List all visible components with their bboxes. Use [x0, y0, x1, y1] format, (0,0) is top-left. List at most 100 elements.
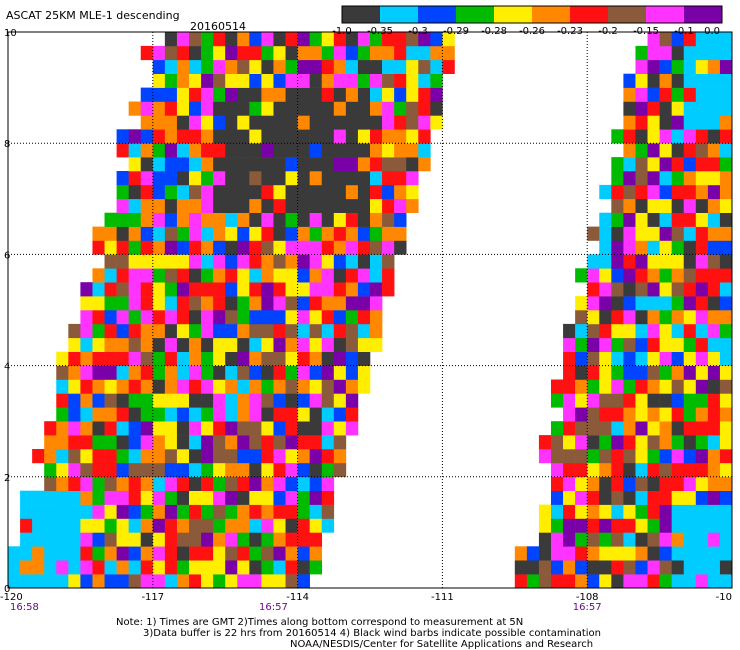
swath-cell: [56, 546, 69, 561]
y-tick-label: 0: [4, 584, 10, 595]
swath-cell: [201, 407, 214, 422]
swath-cell: [671, 546, 685, 561]
swath-cell: [261, 518, 274, 533]
swath-cell: [297, 212, 310, 227]
swath-cell: [635, 143, 648, 158]
swath-cell: [201, 73, 214, 88]
swath-cell: [237, 282, 250, 297]
swath-cell: [128, 532, 142, 547]
swath-cell: [189, 435, 202, 450]
swath-cell: [599, 504, 612, 519]
swath-cell: [225, 310, 238, 325]
swath-cell: [128, 143, 142, 158]
swath-cell: [587, 351, 600, 366]
swath-cell: [249, 574, 262, 589]
swath-cell: [201, 351, 214, 366]
swath-cell: [587, 560, 600, 575]
swath-cell: [719, 393, 733, 408]
swath-cell: [128, 282, 142, 297]
swath-cell: [551, 462, 564, 478]
swath-cell: [418, 129, 431, 144]
swath-cell: [575, 435, 588, 450]
swath-cell: [538, 532, 552, 547]
swath-cell: [68, 504, 81, 519]
swath-cell: [249, 212, 262, 227]
swath-cell: [176, 296, 190, 311]
swath-cell: [623, 323, 636, 339]
swath-cell: [8, 560, 21, 575]
swath-cell: [309, 546, 323, 561]
swath-cell: [164, 254, 178, 269]
swath-cell: [273, 518, 286, 533]
swath-cell: [659, 462, 672, 478]
swath-cell: [719, 476, 733, 491]
swath-cell: [382, 226, 395, 241]
swath-cell: [538, 449, 552, 464]
swath-cell: [635, 574, 648, 589]
swath-cell: [599, 365, 612, 380]
swath-cell: [201, 212, 214, 227]
swath-cell: [249, 546, 262, 561]
swath-cell: [659, 546, 672, 561]
swath-cell: [406, 115, 419, 130]
swath-cell: [309, 32, 323, 47]
swath-cell: [321, 129, 335, 144]
swath-cell: [261, 296, 274, 311]
swath-cell: [333, 323, 347, 339]
swath-cell: [104, 212, 117, 227]
swath-cell: [659, 157, 672, 172]
swath-cell: [261, 323, 274, 339]
swath-cell: [104, 365, 117, 380]
swath-cell: [176, 490, 190, 505]
swath-cell: [189, 282, 202, 297]
swath-cell: [140, 560, 154, 575]
swath-cell: [176, 546, 190, 561]
swath-cell: [647, 407, 660, 422]
swath-cell: [623, 560, 636, 575]
swath-cell: [526, 546, 540, 561]
swath-cell: [249, 504, 262, 519]
swath-cell: [273, 240, 286, 255]
swath-cell: [297, 462, 310, 478]
swath-cell: [563, 435, 576, 450]
swath-cell: [357, 212, 371, 227]
swath-cell: [297, 157, 310, 172]
swath-cell: [345, 171, 359, 186]
swath-cell: [575, 462, 588, 478]
swath-cell: [719, 323, 733, 339]
swath-cell: [357, 129, 371, 144]
swath-cell: [623, 476, 636, 491]
swath-cell: [647, 379, 660, 394]
swath-cell: [599, 574, 612, 589]
swath-cell: [563, 407, 576, 422]
swath-cell: [671, 393, 685, 408]
swath-cell: [249, 323, 262, 339]
swath-cell: [152, 365, 166, 380]
swath-cell: [261, 226, 274, 241]
swath-cell: [176, 184, 190, 200]
swath-cell: [273, 212, 286, 227]
swath-cell: [176, 171, 190, 186]
swath-cell: [599, 310, 612, 325]
swath-cell: [213, 435, 226, 450]
swath-cell: [719, 198, 733, 213]
swath-cell: [635, 59, 648, 74]
swath-cell: [176, 337, 190, 352]
swath-cell: [128, 449, 142, 464]
swath-cell: [189, 268, 202, 283]
swath-cell: [140, 546, 154, 561]
swath-cell: [249, 462, 262, 478]
swath-cell: [695, 143, 709, 158]
swath-cell: [285, 462, 298, 478]
swath-cell: [273, 184, 286, 200]
swath-cell: [176, 462, 190, 478]
swath-cell: [116, 323, 129, 339]
swath-cell: [152, 268, 166, 283]
swath-cell: [189, 560, 202, 575]
swath-cell: [647, 310, 660, 325]
swath-cell: [563, 560, 576, 575]
swath-cell: [394, 115, 407, 130]
swath-cell: [671, 87, 685, 102]
swath-cell: [189, 32, 202, 47]
swath-cell: [116, 184, 129, 200]
